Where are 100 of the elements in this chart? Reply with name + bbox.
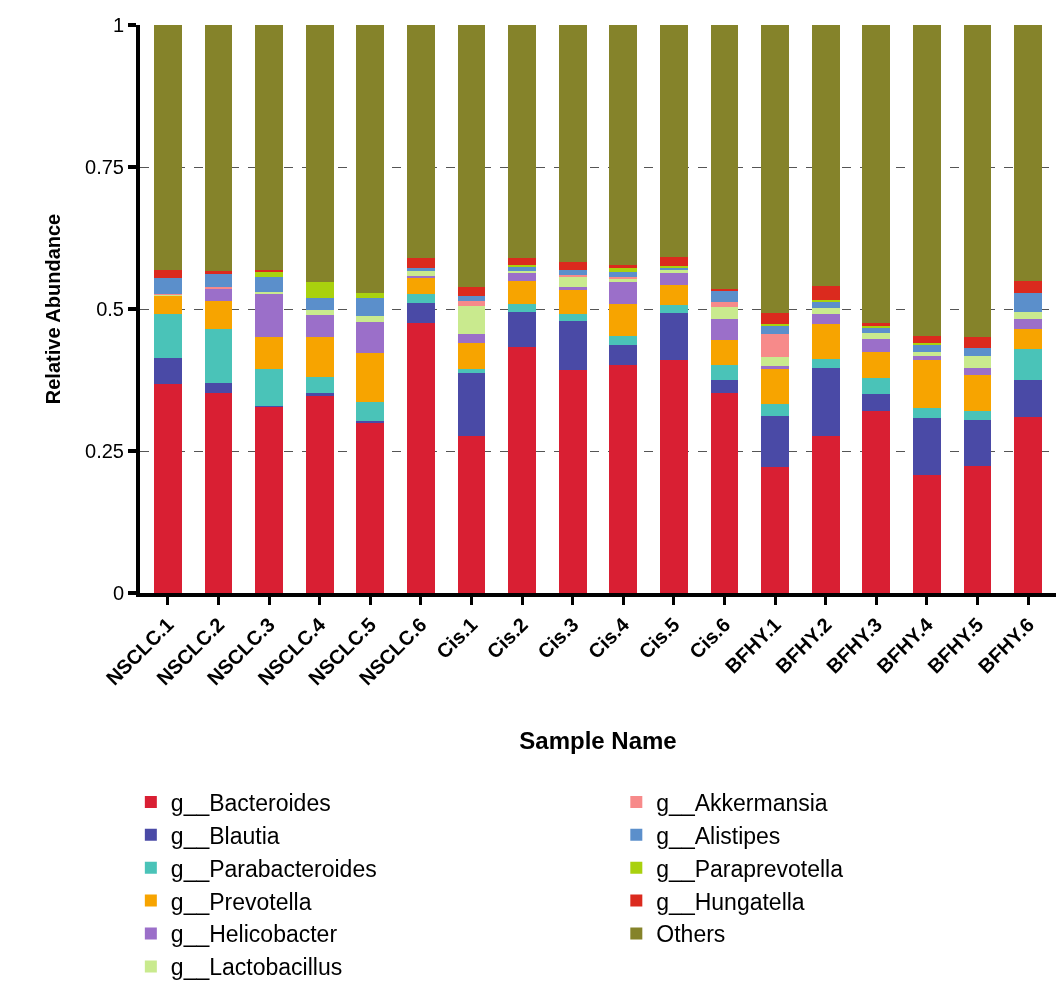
bar	[508, 280, 537, 304]
bar	[761, 325, 790, 334]
bar	[558, 25, 587, 263]
bar	[913, 352, 941, 356]
bar	[457, 295, 486, 302]
y-tick-label: 0	[112, 582, 124, 604]
bar	[1014, 349, 1043, 380]
bar	[204, 273, 233, 287]
bar	[963, 356, 992, 368]
bar	[558, 369, 587, 593]
bar	[457, 372, 486, 436]
bar	[862, 339, 891, 352]
bar	[558, 270, 587, 275]
bar	[153, 270, 182, 279]
bar	[609, 282, 638, 305]
bar	[406, 303, 435, 323]
bar	[811, 313, 840, 325]
bar	[356, 321, 385, 353]
bar	[761, 365, 790, 369]
bar	[558, 313, 587, 321]
bar	[356, 316, 385, 322]
bar	[305, 314, 334, 337]
bar	[204, 301, 233, 329]
bar	[356, 298, 385, 317]
bar	[406, 294, 435, 304]
bar	[913, 407, 941, 419]
bar	[305, 395, 334, 593]
y-tick-label: 0.25	[85, 440, 124, 462]
legend-label: g__Parabacteroides	[170, 855, 377, 882]
bar	[508, 311, 537, 348]
bar	[609, 345, 638, 365]
bar	[204, 286, 233, 289]
bar	[204, 392, 233, 593]
legend-label: g__Hungatella	[656, 888, 805, 915]
bar	[356, 422, 385, 593]
bar	[1014, 417, 1043, 593]
bar	[255, 294, 283, 337]
bar	[710, 364, 739, 380]
legend-label: g__Helicobacter	[170, 921, 338, 948]
bar	[406, 270, 435, 277]
bar	[811, 358, 840, 369]
legend-label: g__Bacteroides	[170, 789, 331, 816]
bar	[1014, 328, 1043, 350]
bar	[305, 297, 334, 310]
bar	[356, 401, 385, 421]
bar	[761, 404, 790, 416]
bar	[457, 25, 486, 288]
bar	[356, 420, 385, 423]
bar	[963, 465, 992, 593]
bar	[255, 406, 283, 593]
bar	[558, 290, 587, 314]
bar	[457, 301, 486, 307]
bar	[659, 284, 688, 306]
bar	[558, 274, 587, 277]
legend-label: g__Paraprevotella	[656, 855, 844, 882]
bar	[1014, 311, 1043, 319]
bar	[508, 270, 537, 273]
bar	[255, 277, 283, 292]
bar	[761, 333, 790, 358]
bar	[913, 344, 941, 353]
bar	[913, 335, 941, 343]
bar	[153, 357, 182, 384]
bar	[406, 277, 435, 295]
y-tick-label: 1	[112, 14, 124, 36]
bar	[913, 355, 941, 360]
legend-label: g__Akkermansia	[656, 789, 828, 816]
bar	[153, 25, 182, 271]
bar	[862, 351, 891, 378]
bar	[153, 313, 182, 358]
bar	[1014, 280, 1043, 294]
bar	[710, 291, 739, 302]
bar	[811, 435, 840, 593]
bar	[204, 270, 233, 274]
bar	[305, 25, 334, 282]
bar	[204, 25, 233, 271]
bar	[963, 411, 992, 421]
legend-label: g__Lactobacillus	[170, 954, 343, 981]
bar	[457, 306, 486, 334]
legend-label: g__Alistipes	[656, 822, 781, 849]
bar	[913, 359, 941, 408]
bar	[1014, 318, 1043, 329]
bar	[305, 309, 334, 315]
bar	[963, 420, 992, 466]
bar	[710, 380, 739, 393]
bar	[508, 25, 537, 258]
bar	[913, 474, 941, 593]
bar	[913, 25, 941, 336]
bar	[457, 343, 486, 369]
bar	[1014, 25, 1043, 281]
bar	[659, 256, 688, 266]
bar	[204, 288, 233, 302]
bar	[609, 267, 638, 272]
bar	[862, 410, 891, 593]
bar	[963, 375, 992, 412]
bar	[1014, 293, 1043, 312]
bar	[204, 328, 233, 384]
bar	[406, 322, 435, 593]
bar	[913, 418, 941, 475]
bar	[558, 320, 587, 370]
y-axis-title: Relative Abundance	[42, 213, 65, 405]
